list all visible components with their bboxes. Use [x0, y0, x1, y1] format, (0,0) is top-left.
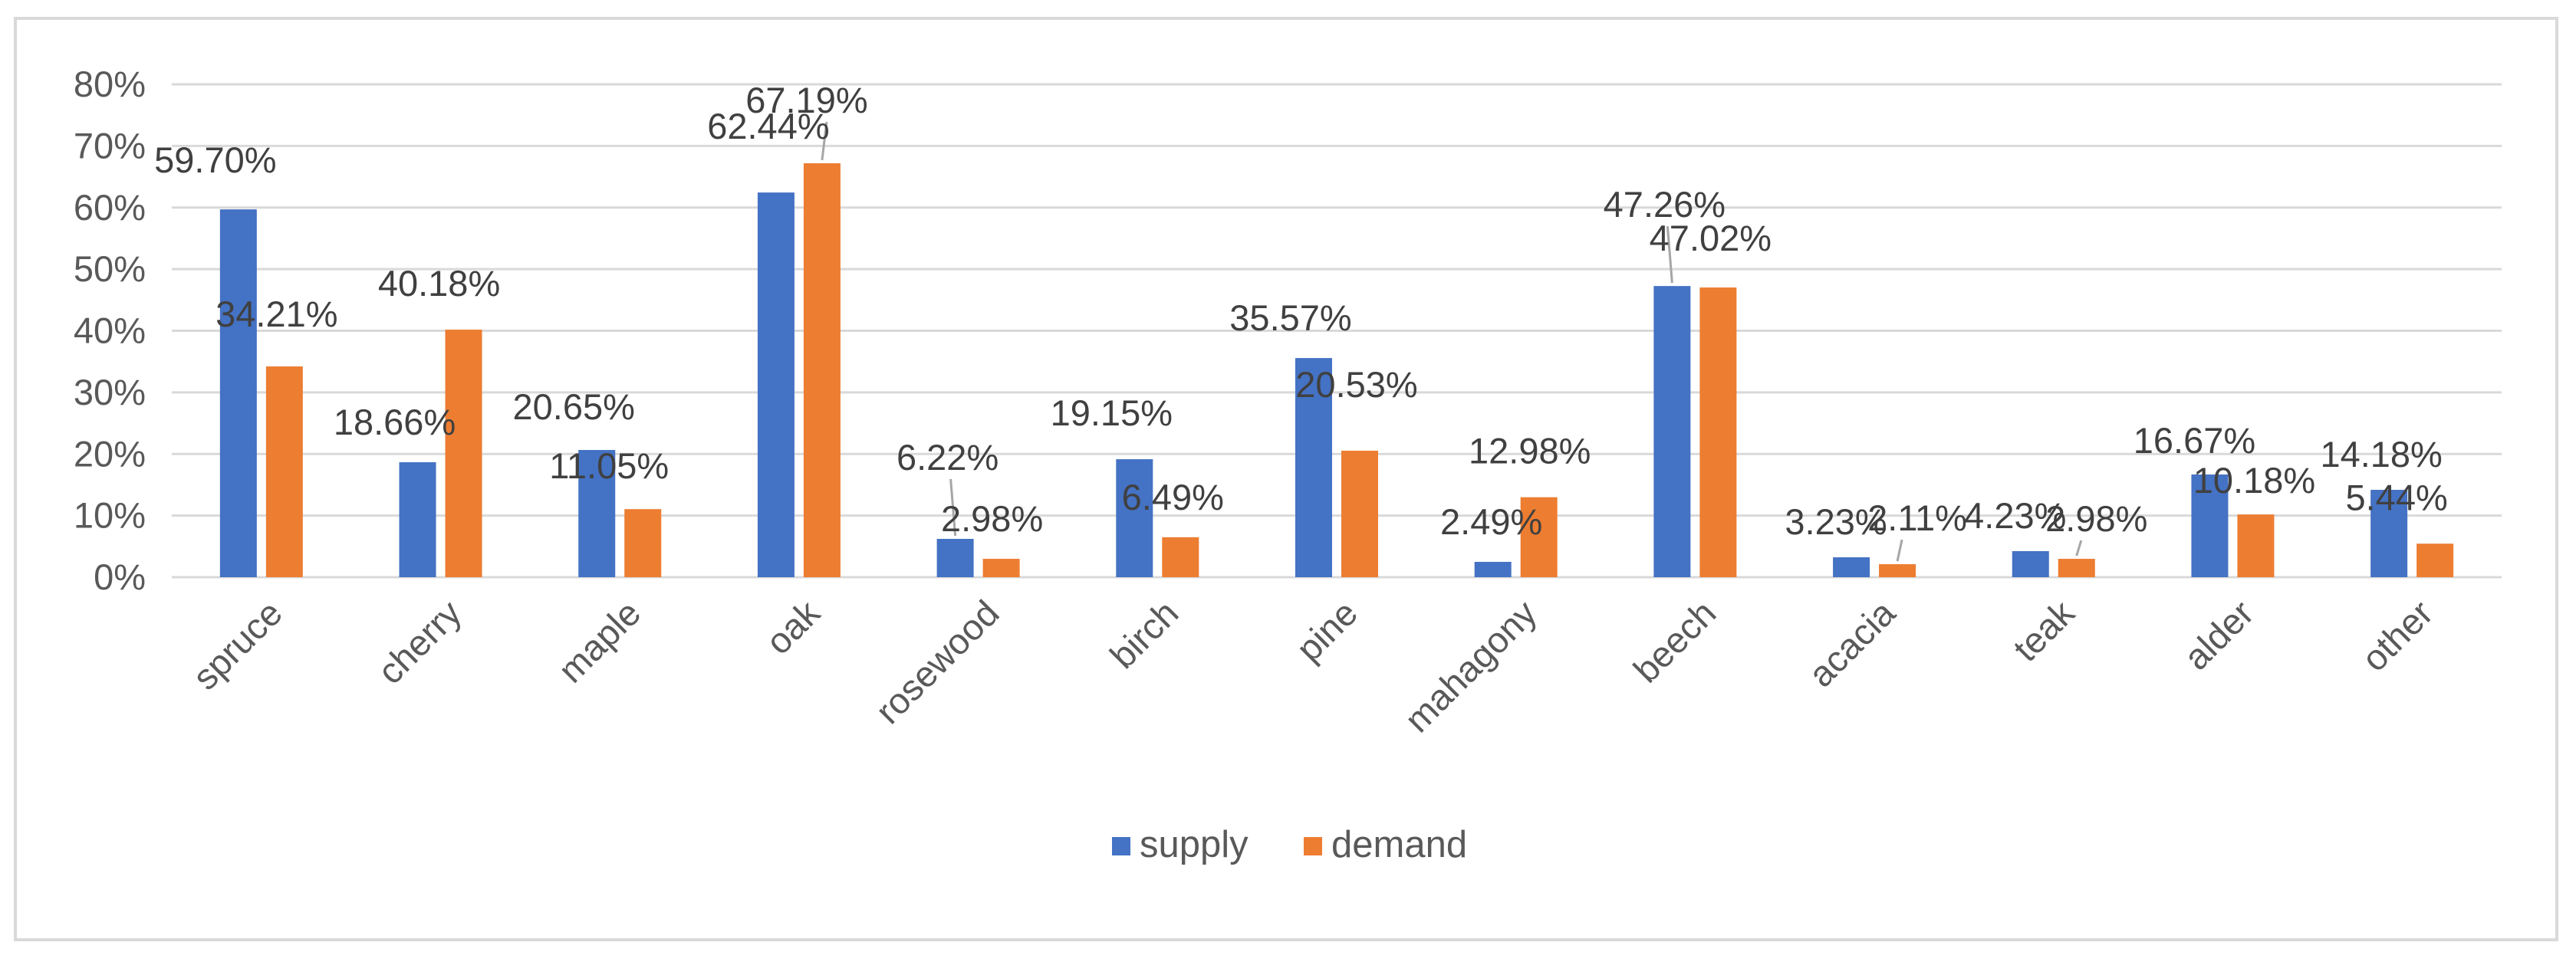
- y-tick-label: 10%: [74, 495, 146, 536]
- bar-supply-mahagony: [1474, 561, 1512, 577]
- y-tick-label: 0%: [94, 557, 146, 597]
- legend-label-demand: demand: [1331, 824, 1467, 865]
- data-label-demand-alder: 10.18%: [2193, 460, 2315, 501]
- x-tick-label-rosewood: rosewood: [867, 593, 1007, 732]
- data-label-demand-cherry: 40.18%: [378, 263, 500, 304]
- bar-supply-alder: [2191, 474, 2229, 577]
- x-tick-label-acacia: acacia: [1801, 592, 1903, 694]
- data-label-demand-teak: 2.98%: [2045, 498, 2147, 539]
- bar-supply-teak: [2012, 551, 2049, 577]
- bar-demand-spruce: [265, 366, 303, 577]
- y-tick-label: 80%: [74, 64, 146, 104]
- grid-lines: [172, 83, 2502, 579]
- bar-demand-acacia: [1879, 564, 1916, 577]
- bar-supply-cherry: [399, 462, 436, 577]
- bar-supply-pine: [1295, 358, 1332, 577]
- data-label-supply-other: 14.18%: [2320, 434, 2442, 474]
- data-label-supply-maple: 20.65%: [513, 386, 635, 427]
- legend-label-supply: supply: [1140, 824, 1249, 865]
- data-label-supply-spruce: 59.70%: [154, 140, 276, 180]
- legend-swatch-supply: [1112, 837, 1130, 855]
- x-tick-label-beech: beech: [1625, 593, 1723, 691]
- bar-demand-birch: [1162, 537, 1199, 577]
- data-label-demand-birch: 6.49%: [1122, 477, 1224, 517]
- bar-demand-pine: [1341, 450, 1378, 577]
- data-label-demand-rosewood: 2.98%: [941, 498, 1043, 539]
- bar-demand-alder: [2237, 514, 2275, 577]
- data-label-supply-rosewood: 6.22%: [897, 437, 998, 478]
- x-tick-label-maple: maple: [550, 593, 648, 691]
- data-label-demand-pine: 20.53%: [1295, 364, 1417, 405]
- data-label-demand-spruce: 34.21%: [215, 294, 337, 334]
- bar-supply-beech: [1653, 286, 1691, 577]
- data-label-demand-mahagony: 12.98%: [1469, 431, 1591, 471]
- data-label-supply-oak: 62.44%: [707, 106, 829, 146]
- leader-line: [821, 121, 828, 161]
- bar-demand-maple: [624, 509, 662, 577]
- leader-line: [949, 478, 957, 537]
- bar-demand-other: [2416, 543, 2454, 577]
- data-label-demand-beech: 47.02%: [1650, 218, 1772, 258]
- y-tick-label: 70%: [74, 125, 146, 166]
- x-tick-label-other: other: [2354, 593, 2440, 679]
- bar-supply-other: [2370, 490, 2408, 577]
- bar-demand-rosewood: [982, 559, 1020, 577]
- x-axis-ticks: spruce cherry maple oak rosewood birch pine mah…: [185, 592, 2441, 740]
- x-tick-label-mahagony: mahagony: [1397, 592, 1545, 740]
- bar-supply-birch: [1116, 459, 1153, 577]
- data-label-supply-beech: 47.26%: [1604, 184, 1726, 225]
- y-tick-label: 30%: [74, 372, 146, 412]
- x-tick-label-birch: birch: [1102, 593, 1186, 677]
- y-tick-label: 40%: [74, 310, 146, 351]
- bar-supply-oak: [757, 192, 795, 578]
- x-tick-label-teak: teak: [2005, 592, 2083, 669]
- x-tick-label-spruce: spruce: [185, 593, 290, 698]
- data-label-supply-teak: 4.23%: [1964, 495, 2066, 536]
- x-tick-label-pine: pine: [1288, 593, 1365, 669]
- bar-chart: 0% 10% 20% 30% 40% 50% 60% 70% 80% 59.70% 18.66% 2…: [74, 64, 2502, 865]
- data-labels: 59.70% 18.66% 20.65% 62.44% 6.22% 19.15% 35.57…: [154, 80, 2448, 542]
- data-label-demand-oak: 67.19%: [745, 80, 867, 120]
- data-label-supply-mahagony: 2.49%: [1440, 501, 1542, 542]
- y-tick-label: 50%: [74, 248, 146, 289]
- bar-supply-acacia: [1833, 557, 1870, 577]
- data-label-demand-acacia: 2.11%: [1867, 497, 1967, 538]
- leader-line: [1896, 539, 1903, 562]
- data-label-demand-maple: 11.05%: [549, 445, 669, 486]
- bar-supply-rosewood: [936, 539, 974, 577]
- leader-line: [1666, 226, 1673, 284]
- bar-demand-oak: [803, 163, 841, 577]
- y-tick-label: 60%: [74, 187, 146, 228]
- bar-demand-teak: [2058, 559, 2095, 577]
- chart-frame: 0% 10% 20% 30% 40% 50% 60% 70% 80% 59.70% 18.66% 2…: [14, 17, 2558, 941]
- leader-line: [2075, 540, 2083, 557]
- leader-lines: [821, 121, 2083, 562]
- y-axis-ticks: 0% 10% 20% 30% 40% 50% 60% 70% 80%: [74, 64, 146, 597]
- legend: supply demand: [1112, 824, 1467, 865]
- data-label-supply-acacia: 3.23%: [1785, 501, 1887, 542]
- bar-demand-mahagony: [1520, 497, 1558, 577]
- data-label-supply-alder: 16.67%: [2134, 420, 2255, 461]
- x-tick-label-oak: oak: [758, 592, 827, 662]
- bar-supply-maple: [578, 450, 616, 577]
- bar-demand-beech: [1699, 287, 1737, 577]
- data-label-demand-other: 5.44%: [2346, 477, 2448, 517]
- y-tick-label: 20%: [74, 433, 146, 474]
- bar-supply-spruce: [219, 209, 257, 577]
- data-label-supply-pine: 35.57%: [1229, 297, 1351, 338]
- legend-swatch-demand: [1304, 837, 1322, 855]
- bars: [219, 163, 2454, 578]
- data-label-supply-cherry: 18.66%: [334, 402, 456, 442]
- x-tick-label-cherry: cherry: [370, 592, 469, 691]
- data-label-supply-birch: 19.15%: [1051, 392, 1173, 433]
- bar-demand-cherry: [445, 330, 482, 577]
- x-tick-label-alder: alder: [2176, 593, 2261, 678]
